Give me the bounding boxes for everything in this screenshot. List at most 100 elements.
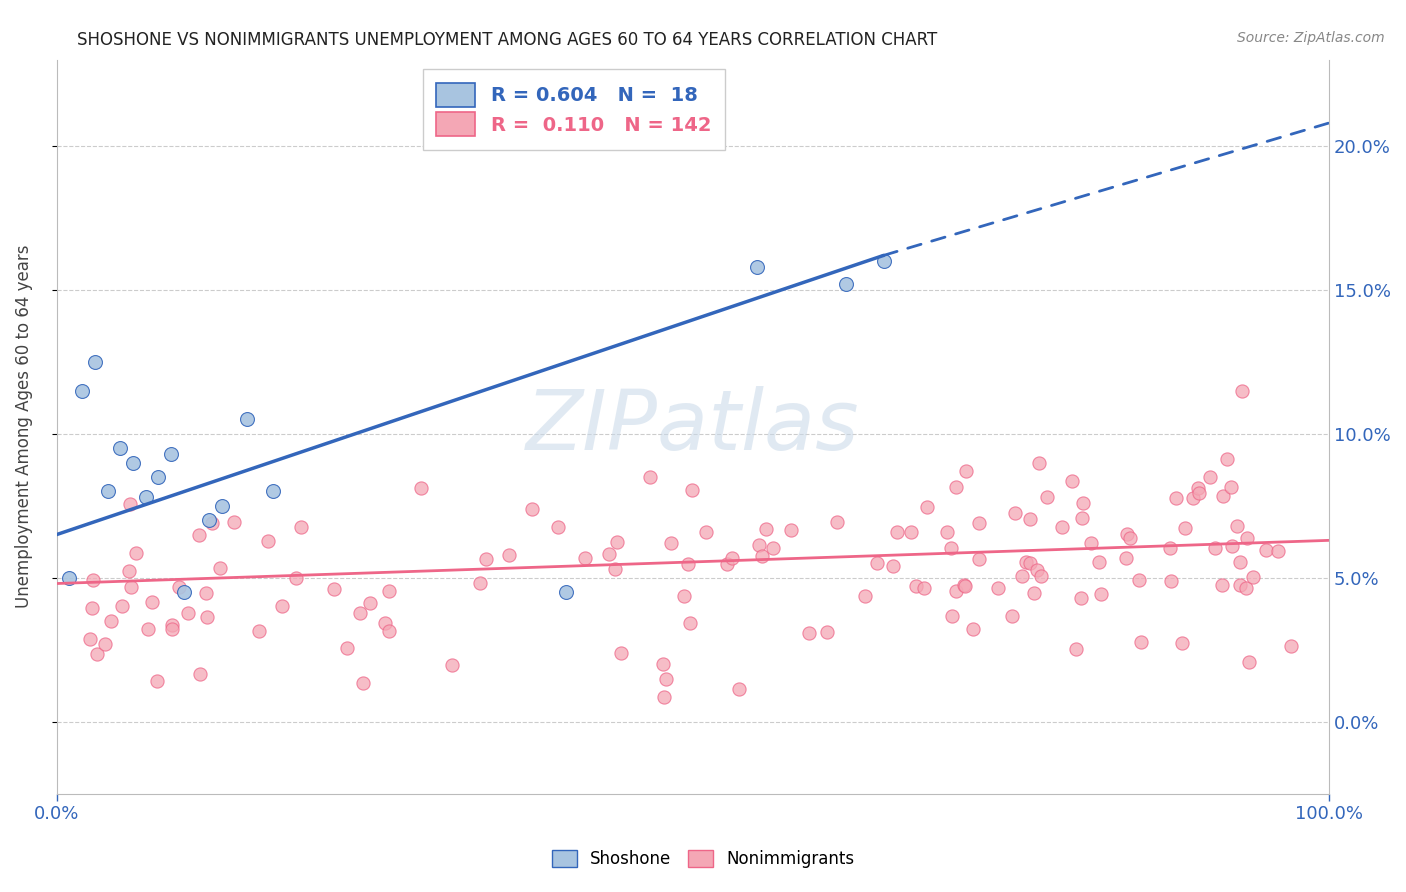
Point	[135, 490, 157, 504]
Point	[652, 690, 675, 704]
Point	[825, 515, 848, 529]
Point	[935, 524, 957, 539]
Point	[352, 676, 374, 690]
Point	[651, 657, 673, 671]
Point	[955, 464, 977, 478]
Point	[1001, 609, 1024, 624]
Point	[80, 601, 103, 615]
Point	[148, 470, 170, 484]
Point	[247, 624, 270, 638]
Point	[1071, 496, 1094, 510]
Point	[378, 624, 401, 638]
Point	[468, 575, 491, 590]
Point	[953, 578, 976, 592]
Point	[1254, 542, 1277, 557]
Point	[211, 499, 233, 513]
Point	[1216, 451, 1239, 466]
Point	[187, 528, 209, 542]
Point	[1212, 490, 1234, 504]
Point	[941, 541, 963, 556]
Point	[661, 536, 683, 550]
Point	[1188, 486, 1211, 500]
Point	[1226, 519, 1249, 533]
Point	[1170, 636, 1192, 650]
Point	[224, 515, 246, 529]
Point	[94, 637, 117, 651]
Point	[1015, 556, 1038, 570]
Point	[554, 585, 576, 599]
Point	[169, 580, 191, 594]
Point	[290, 520, 312, 534]
Point	[1018, 556, 1040, 570]
Point	[1166, 491, 1188, 505]
Point	[1090, 587, 1112, 601]
Point	[945, 480, 967, 494]
Point	[695, 525, 717, 540]
Point	[755, 522, 778, 536]
Point	[574, 551, 596, 566]
Point	[377, 584, 399, 599]
Point	[1267, 544, 1289, 558]
Point	[173, 585, 195, 599]
Point	[70, 384, 93, 398]
Point	[967, 552, 990, 566]
Point	[1187, 481, 1209, 495]
Point	[1239, 655, 1261, 669]
Point	[873, 254, 896, 268]
Point	[779, 523, 801, 537]
Point	[86, 647, 108, 661]
Point	[195, 609, 218, 624]
Point	[1036, 490, 1059, 504]
Point	[547, 520, 569, 534]
Point	[83, 355, 105, 369]
Point	[610, 647, 633, 661]
Point	[236, 412, 259, 426]
Point	[654, 672, 676, 686]
Point	[323, 582, 346, 596]
Point	[1118, 531, 1140, 545]
Point	[201, 516, 224, 530]
Point	[606, 535, 628, 549]
Point	[748, 538, 770, 552]
Point	[1229, 555, 1251, 569]
Point	[882, 559, 904, 574]
Point	[679, 615, 702, 630]
Point	[1115, 550, 1137, 565]
Point	[1070, 591, 1092, 605]
Point	[441, 658, 464, 673]
Point	[1019, 511, 1042, 525]
Point	[177, 606, 200, 620]
Point	[198, 513, 221, 527]
Point	[987, 582, 1010, 596]
Point	[945, 583, 967, 598]
Text: SHOSHONE VS NONIMMIGRANTS UNEMPLOYMENT AMONG AGES 60 TO 64 YEARS CORRELATION CHA: SHOSHONE VS NONIMMIGRANTS UNEMPLOYMENT A…	[77, 31, 938, 49]
Point	[162, 622, 184, 636]
Point	[886, 524, 908, 539]
Point	[716, 558, 738, 572]
Point	[900, 524, 922, 539]
Point	[1028, 456, 1050, 470]
Point	[117, 565, 139, 579]
Point	[136, 622, 159, 636]
Point	[120, 497, 142, 511]
Point	[672, 589, 695, 603]
Text: Source: ZipAtlas.com: Source: ZipAtlas.com	[1237, 31, 1385, 45]
Point	[834, 277, 856, 292]
Point	[194, 585, 217, 599]
Legend: R = 0.604   N =  18, R =  0.110   N = 142: R = 0.604 N = 18, R = 0.110 N = 142	[423, 70, 725, 150]
Point	[270, 599, 292, 613]
Point	[917, 500, 939, 514]
Point	[1025, 563, 1047, 577]
Point	[745, 260, 768, 274]
Point	[256, 534, 278, 549]
Point	[79, 632, 101, 646]
Y-axis label: Unemployment Among Ages 60 to 64 years: Unemployment Among Ages 60 to 64 years	[15, 245, 32, 608]
Point	[1050, 520, 1073, 534]
Point	[676, 557, 699, 571]
Point	[941, 609, 963, 624]
Point	[374, 615, 396, 630]
Point	[498, 549, 520, 563]
Point	[1004, 507, 1026, 521]
Point	[1080, 536, 1102, 550]
Point	[1031, 568, 1053, 582]
